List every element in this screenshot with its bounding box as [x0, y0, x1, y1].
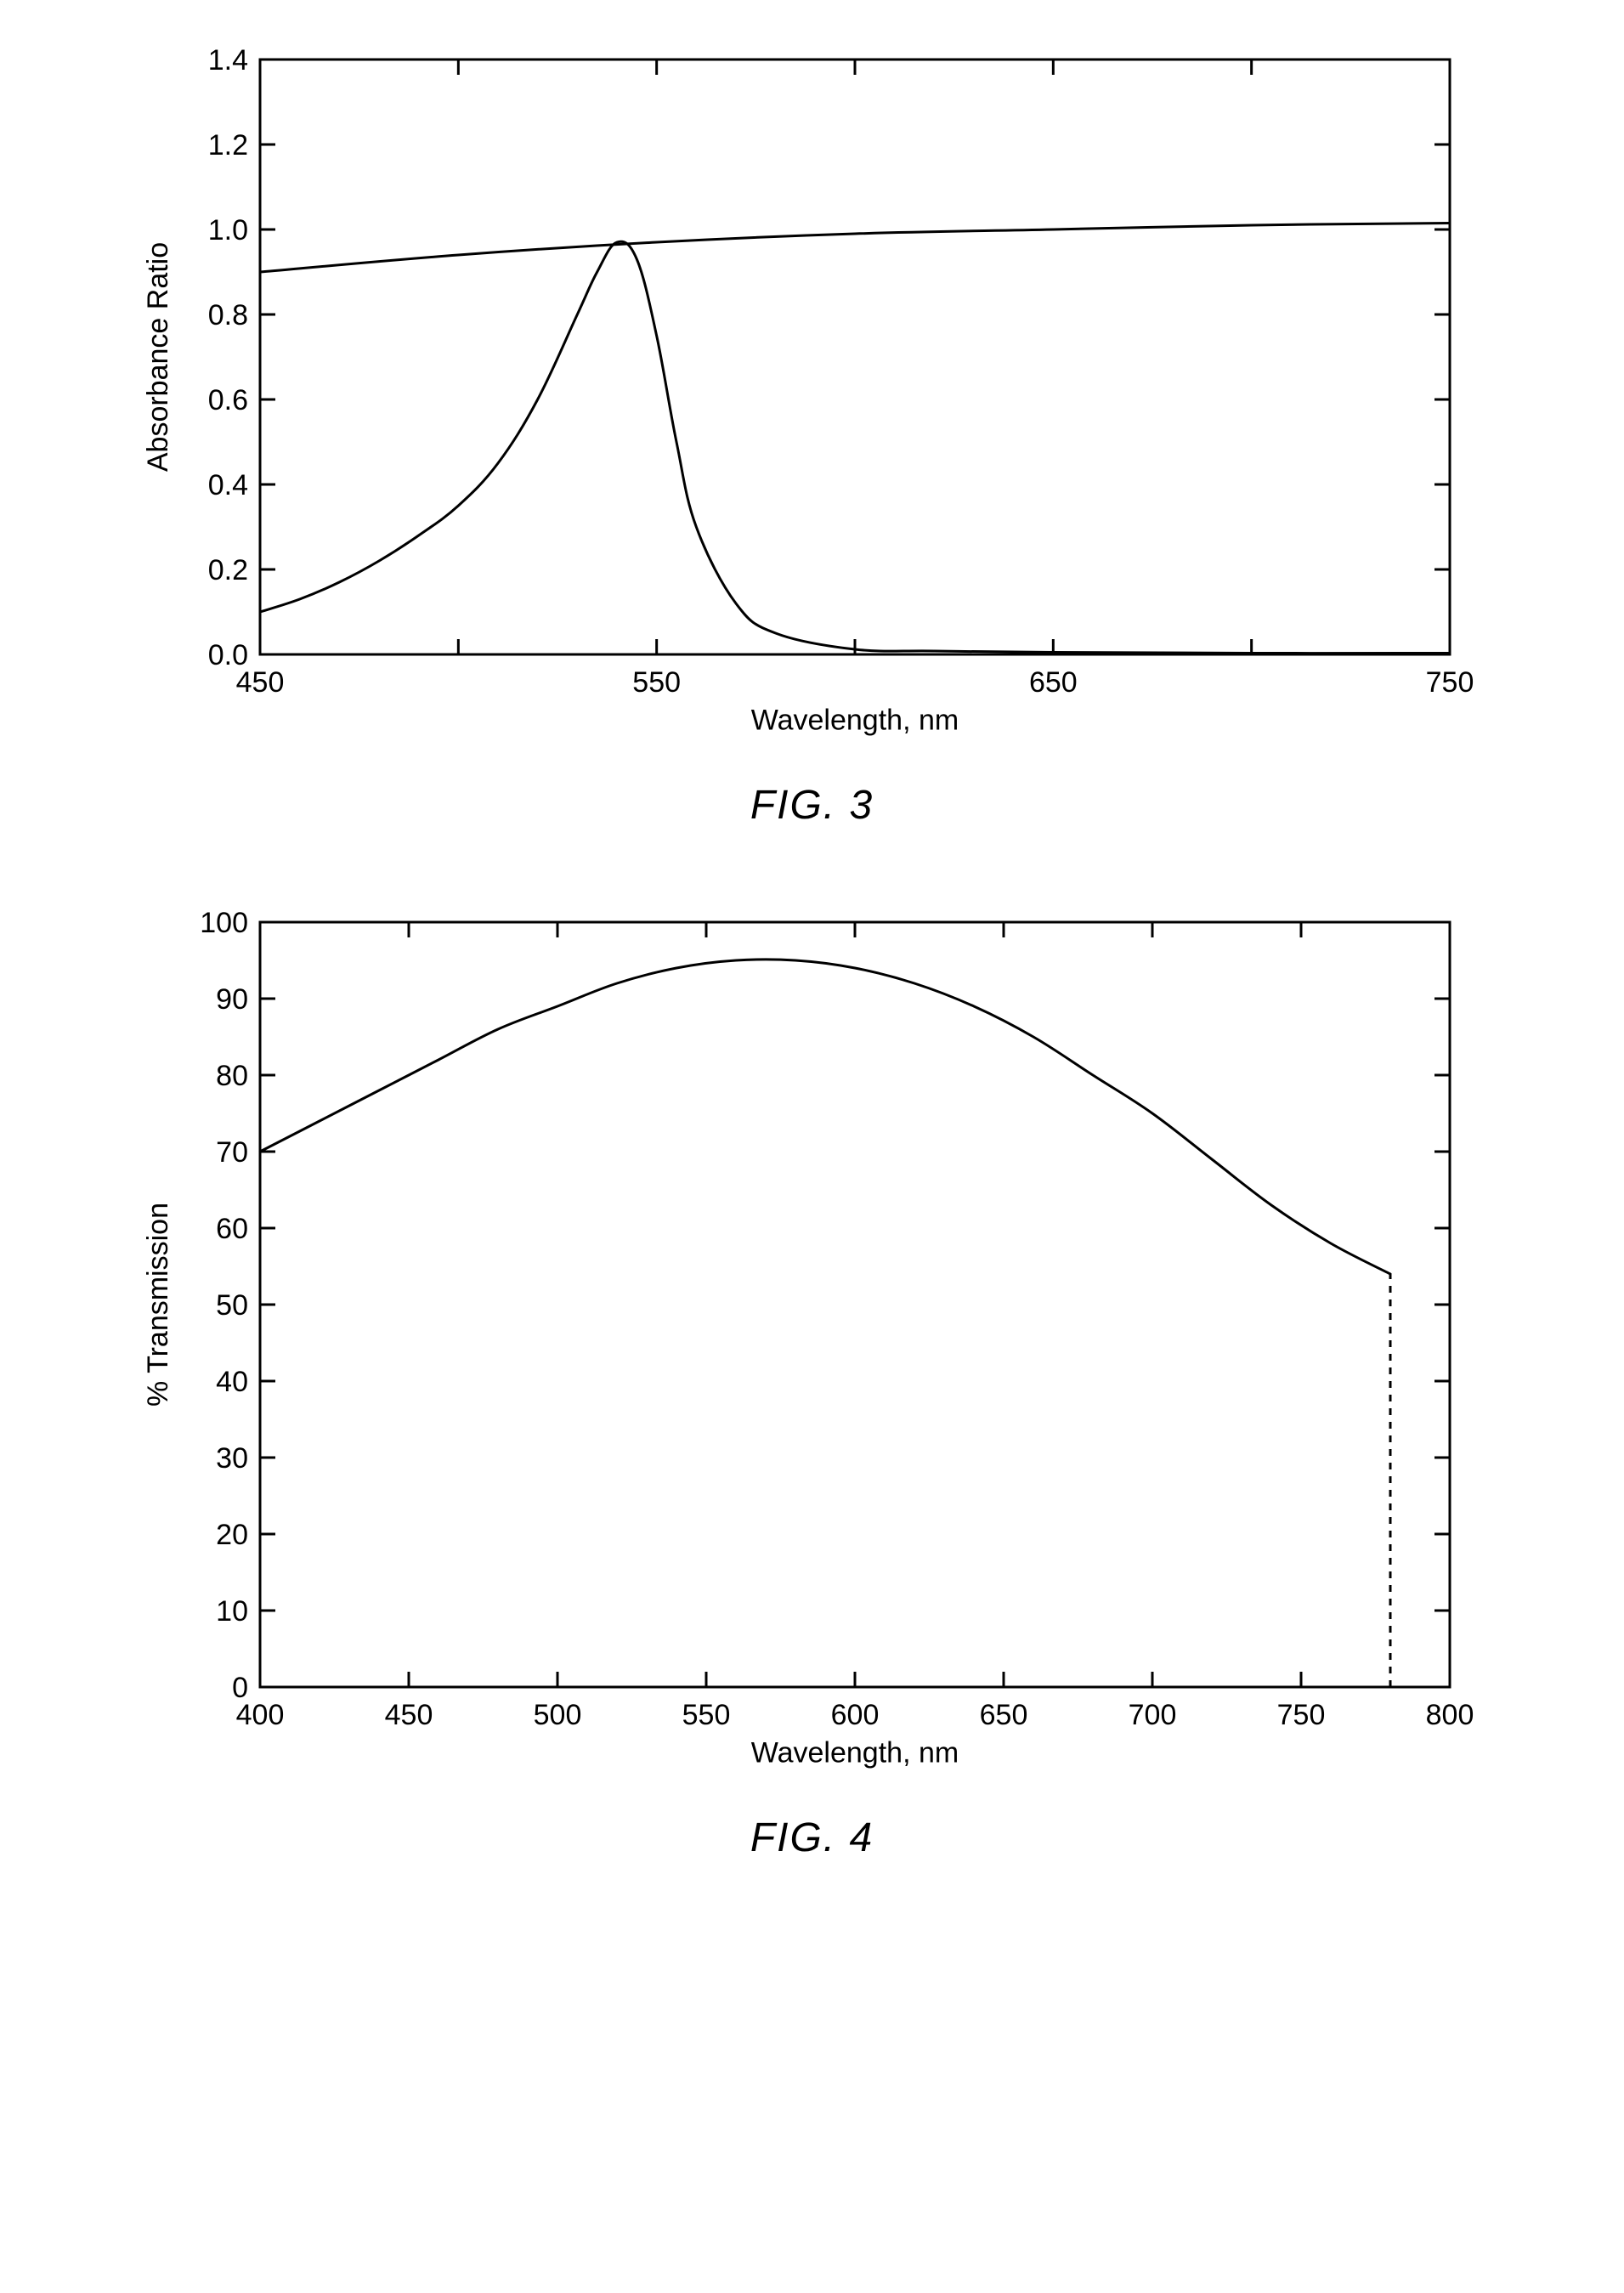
svg-text:70: 70 — [216, 1136, 248, 1169]
svg-text:0.4: 0.4 — [207, 469, 247, 501]
svg-text:0: 0 — [232, 1672, 248, 1704]
svg-text:80: 80 — [216, 1060, 248, 1092]
svg-text:750: 750 — [1425, 666, 1474, 699]
svg-text:1.2: 1.2 — [207, 129, 247, 161]
svg-text:550: 550 — [682, 1699, 730, 1731]
svg-text:Wavelength, nm: Wavelength, nm — [750, 704, 958, 736]
svg-text:100: 100 — [200, 907, 248, 939]
svg-text:1.0: 1.0 — [207, 214, 247, 246]
svg-text:Absorbance Ratio: Absorbance Ratio — [142, 242, 174, 472]
svg-text:0.6: 0.6 — [207, 384, 247, 416]
svg-text:% Transmission: % Transmission — [142, 1203, 174, 1407]
svg-text:550: 550 — [632, 666, 681, 699]
svg-text:60: 60 — [216, 1213, 248, 1245]
svg-text:1.4: 1.4 — [207, 44, 247, 76]
svg-text:700: 700 — [1128, 1699, 1176, 1731]
fig3-chart: 4505506507500.00.20.40.60.81.01.21.4Wave… — [90, 34, 1475, 756]
fig3-caption: FIG. 3 — [90, 782, 1535, 829]
svg-text:0.8: 0.8 — [207, 299, 247, 331]
figure-3: 4505506507500.00.20.40.60.81.01.21.4Wave… — [90, 34, 1535, 829]
svg-text:0.0: 0.0 — [207, 639, 247, 671]
svg-text:30: 30 — [216, 1442, 248, 1475]
svg-text:40: 40 — [216, 1366, 248, 1398]
svg-text:650: 650 — [1028, 666, 1077, 699]
svg-text:450: 450 — [384, 1699, 433, 1731]
svg-text:20: 20 — [216, 1519, 248, 1551]
figure-4: 4004505005506006507007508000102030405060… — [90, 897, 1535, 1861]
svg-text:10: 10 — [216, 1595, 248, 1628]
svg-text:650: 650 — [979, 1699, 1027, 1731]
svg-text:90: 90 — [216, 983, 248, 1016]
svg-text:Wavelength, nm: Wavelength, nm — [750, 1736, 958, 1769]
svg-text:0.2: 0.2 — [207, 554, 247, 586]
svg-text:500: 500 — [533, 1699, 581, 1731]
svg-text:50: 50 — [216, 1289, 248, 1322]
svg-text:800: 800 — [1425, 1699, 1474, 1731]
svg-text:750: 750 — [1276, 1699, 1325, 1731]
fig4-chart: 4004505005506006507007508000102030405060… — [90, 897, 1475, 1789]
svg-text:600: 600 — [830, 1699, 879, 1731]
fig4-caption: FIG. 4 — [90, 1815, 1535, 1861]
